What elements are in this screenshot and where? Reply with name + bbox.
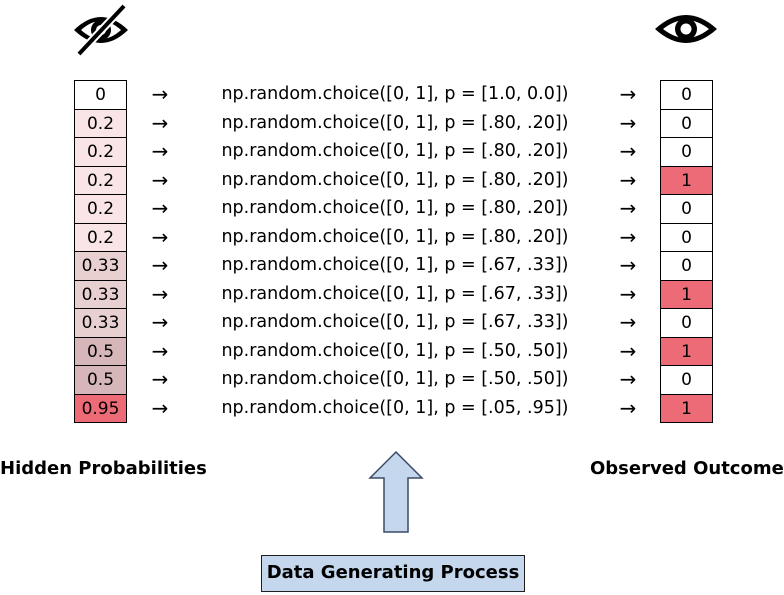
observed-outcome-cell: 1 xyxy=(660,279,713,309)
sampling-expression: np.random.choice([0, 1], p = [.80, .20]) xyxy=(221,112,569,133)
observed-outcome-label: Observed Outcome xyxy=(590,458,784,479)
eye-slash-icon xyxy=(74,3,128,57)
hidden-probability-cell: 0.2 xyxy=(74,137,127,167)
sampling-expression: np.random.choice([0, 1], p = [.80, .20]) xyxy=(221,226,569,247)
right-arrow-icon: → xyxy=(619,253,637,277)
observed-outcome-cell: 0 xyxy=(660,308,713,338)
sampling-expression: np.random.choice([0, 1], p = [1.0, 0.0]) xyxy=(221,84,569,104)
hidden-probability-cell: 0.2 xyxy=(74,165,127,195)
right-arrow-icon: → xyxy=(151,367,169,391)
hidden-probability-cell: 0.2 xyxy=(74,222,127,252)
right-arrow-icon: → xyxy=(151,310,169,334)
right-arrow-icon: → xyxy=(619,310,637,334)
right-arrow-icon: → xyxy=(151,224,169,249)
right-arrow-icon: → xyxy=(151,110,169,135)
sampling-expression: np.random.choice([0, 1], p = [.50, .50]) xyxy=(221,369,569,389)
sampling-expression: np.random.choice([0, 1], p = [.05, .95]) xyxy=(221,397,569,418)
observed-outcome-cell: 0 xyxy=(660,222,713,252)
observed-outcome-cell: 0 xyxy=(660,80,713,110)
sampling-expression: np.random.choice([0, 1], p = [.80, .20]) xyxy=(221,169,569,190)
sampling-expression: np.random.choice([0, 1], p = [.50, .50]) xyxy=(221,340,569,361)
right-arrow-icon: → xyxy=(619,82,637,106)
right-arrow-icon: → xyxy=(619,196,637,220)
hidden-probability-cell: 0.33 xyxy=(74,251,127,281)
hidden-probabilities-label: Hidden Probabilities xyxy=(0,458,207,479)
hidden-probability-cell: 0 xyxy=(74,80,127,110)
observed-outcome-cell: 0 xyxy=(660,108,713,138)
sampling-expression: np.random.choice([0, 1], p = [.67, .33]) xyxy=(221,283,569,304)
observed-outcome-cell: 0 xyxy=(660,194,713,224)
right-arrow-icon: → xyxy=(151,395,169,420)
sampling-expression: np.random.choice([0, 1], p = [.67, .33]) xyxy=(221,255,569,275)
hidden-probabilities-column: 0 0.2 0.2 0.2 0.2 0.2 0.33 0.33 0.33 0.5 0.5 0.95 xyxy=(74,80,127,423)
right-arrow-icon: → xyxy=(619,338,637,363)
right-arrow-icon: → xyxy=(151,167,169,192)
right-arrow-icon: → xyxy=(151,253,169,277)
hidden-probability-cell: 0.5 xyxy=(74,365,127,395)
up-arrow-icon xyxy=(368,450,424,533)
right-arrow-icon: → xyxy=(151,281,169,306)
right-arrow-icon: → xyxy=(619,224,637,249)
right-arrow-icon: → xyxy=(619,395,637,420)
sampling-expression: np.random.choice([0, 1], p = [.80, .20]) xyxy=(221,141,569,161)
expressions-column: np.random.choice([0, 1], p = [1.0, 0.0])… xyxy=(190,80,600,423)
hidden-probability-cell: 0.33 xyxy=(74,308,127,338)
observed-outcome-cell: 1 xyxy=(660,393,713,423)
hidden-probability-cell: 0.5 xyxy=(74,336,127,366)
data-generating-process-box: Data Generating Process xyxy=(261,555,525,592)
observed-outcome-cell: 0 xyxy=(660,137,713,167)
hidden-probability-cell: 0.95 xyxy=(74,393,127,423)
hidden-probability-cell: 0.2 xyxy=(74,194,127,224)
right-arrow-icon: → xyxy=(619,281,637,306)
right-arrow-icon: → xyxy=(151,196,169,220)
right-arrows-column: → → → → → → → → → → → → xyxy=(613,80,643,423)
observed-outcome-cell: 1 xyxy=(660,165,713,195)
sampling-expression: np.random.choice([0, 1], p = [.80, .20]) xyxy=(221,198,569,218)
right-arrow-icon: → xyxy=(619,167,637,192)
right-arrow-icon: → xyxy=(151,82,169,106)
hidden-probability-cell: 0.2 xyxy=(74,108,127,138)
right-arrow-icon: → xyxy=(619,110,637,135)
sampling-expression: np.random.choice([0, 1], p = [.67, .33]) xyxy=(221,312,569,332)
hidden-probability-cell: 0.33 xyxy=(74,279,127,309)
observed-outcome-cell: 0 xyxy=(660,365,713,395)
right-arrow-icon: → xyxy=(151,338,169,363)
right-arrow-icon: → xyxy=(151,139,169,163)
observed-outcome-cell: 1 xyxy=(660,336,713,366)
right-arrow-icon: → xyxy=(619,367,637,391)
left-arrows-column: → → → → → → → → → → → → xyxy=(145,80,175,423)
right-arrow-icon: → xyxy=(619,139,637,163)
observed-outcome-cell: 0 xyxy=(660,251,713,281)
eye-icon xyxy=(655,15,717,43)
